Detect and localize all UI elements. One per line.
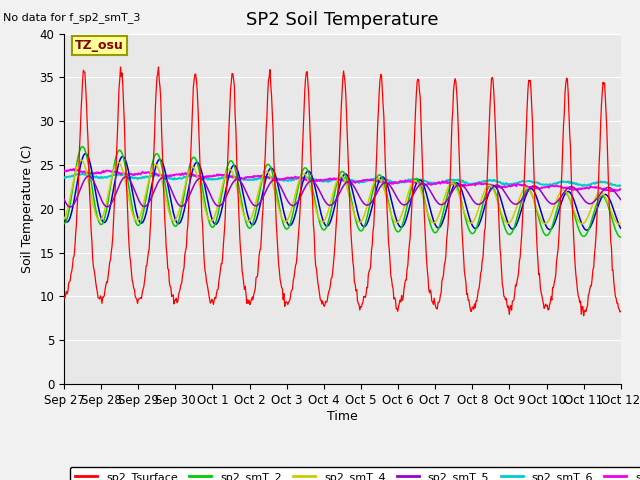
X-axis label: Time: Time <box>327 409 358 422</box>
Legend: sp2_Tsurface, sp2_smT_1, sp2_smT_2, sp2_smT_4, sp2_smT_5, sp2_smT_6, sp2_smT_7: sp2_Tsurface, sp2_smT_1, sp2_smT_2, sp2_… <box>70 467 640 480</box>
Text: No data for f_sp2_smT_3: No data for f_sp2_smT_3 <box>3 12 141 23</box>
Y-axis label: Soil Temperature (C): Soil Temperature (C) <box>21 144 34 273</box>
Title: SP2 Soil Temperature: SP2 Soil Temperature <box>246 11 438 29</box>
Text: TZ_osu: TZ_osu <box>75 39 124 52</box>
